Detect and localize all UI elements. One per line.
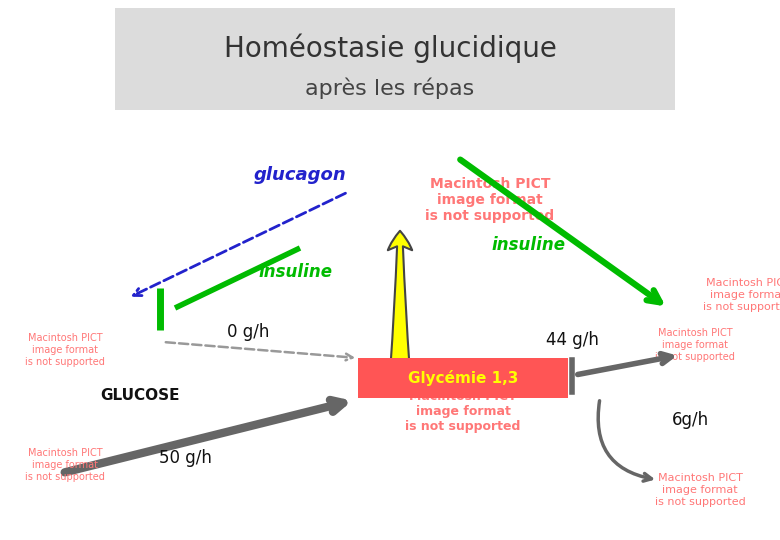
Text: 50 g/h: 50 g/h	[158, 449, 211, 467]
FancyBboxPatch shape	[358, 358, 568, 398]
Text: Macintosh PICT
image format
is not supported: Macintosh PICT image format is not suppo…	[703, 279, 780, 312]
Text: après les répas: après les répas	[306, 77, 474, 99]
Text: glucagon: glucagon	[254, 166, 346, 184]
Text: Homéostasie glucidique: Homéostasie glucidique	[224, 33, 556, 63]
Text: Glycémie 1,3: Glycémie 1,3	[408, 370, 518, 386]
Text: Macintosh PICT
image format
is not supported: Macintosh PICT image format is not suppo…	[25, 333, 105, 367]
Text: Macintosh PICT
image format
is not supported: Macintosh PICT image format is not suppo…	[425, 177, 555, 223]
Text: insuline: insuline	[258, 263, 332, 281]
Text: Macintosh PICT
image format
is not supported: Macintosh PICT image format is not suppo…	[654, 474, 746, 507]
Text: 6g/h: 6g/h	[672, 411, 709, 429]
Text: 44 g/h: 44 g/h	[545, 331, 598, 349]
Text: insuline: insuline	[491, 236, 565, 254]
Text: Macintosh PICT
image format
is not supported: Macintosh PICT image format is not suppo…	[406, 390, 521, 433]
Text: 0 g/h: 0 g/h	[227, 323, 269, 341]
Text: GLUCOSE: GLUCOSE	[100, 388, 179, 402]
Text: Macintosh PICT
image format
is not supported: Macintosh PICT image format is not suppo…	[25, 448, 105, 482]
FancyBboxPatch shape	[115, 8, 675, 110]
Text: Macintosh PICT
image format
is not supported: Macintosh PICT image format is not suppo…	[655, 328, 735, 362]
